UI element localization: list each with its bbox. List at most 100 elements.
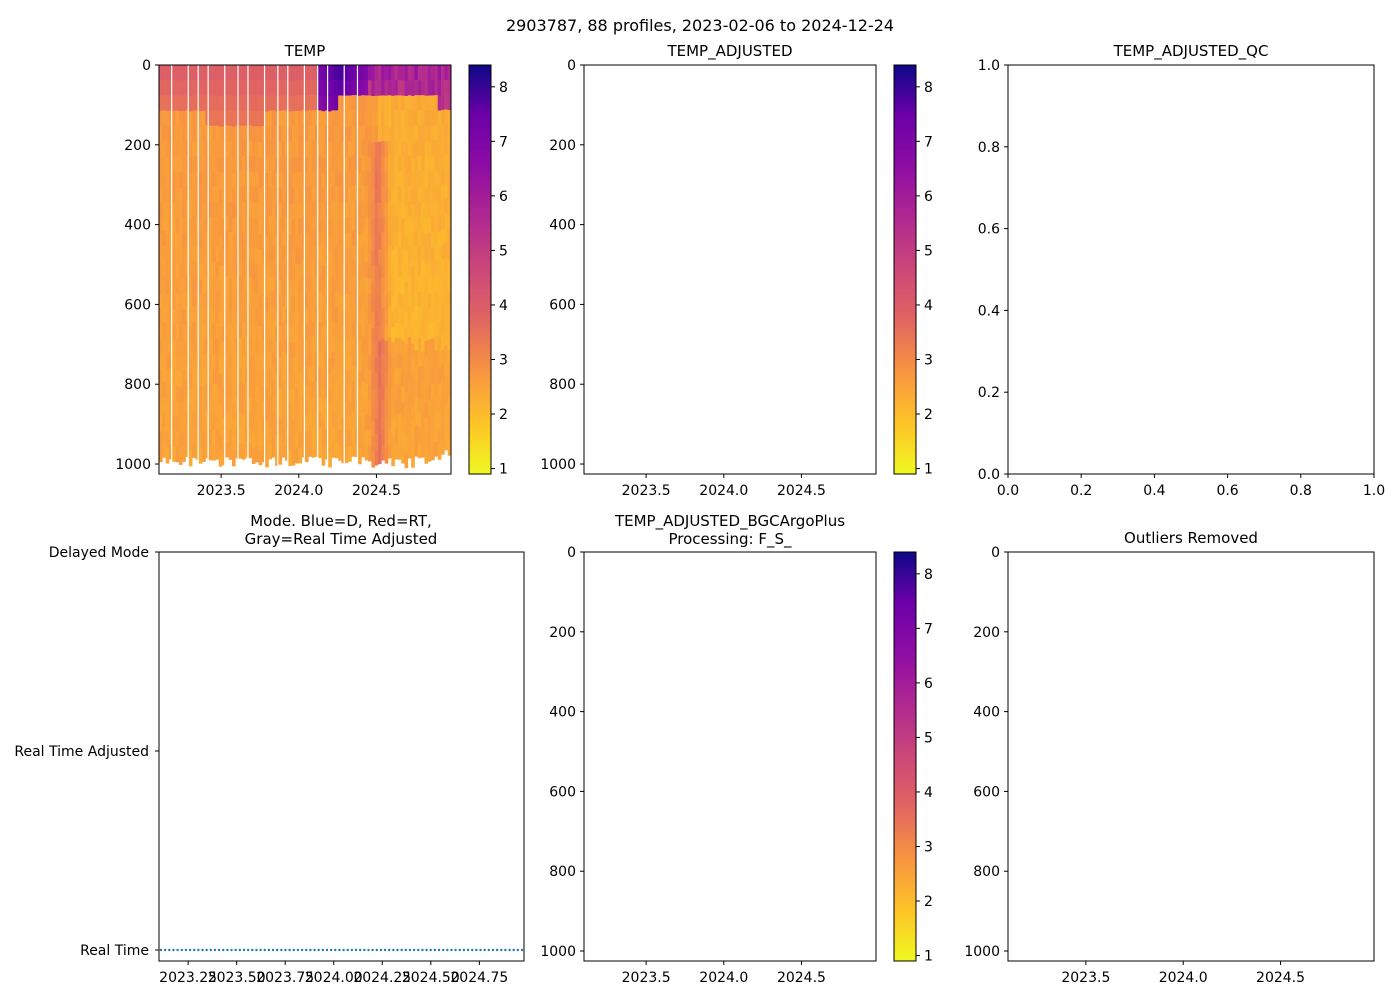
temp-heatmap-cell (444, 346, 448, 362)
temp-heatmap-cell (245, 215, 249, 232)
temp-heatmap-cell (437, 307, 442, 324)
temp-heatmap-cell (218, 389, 223, 405)
temp-heatmap-cell (192, 366, 196, 383)
temp-heatmap-cell (251, 111, 256, 127)
temp-heatmap-cell (215, 171, 220, 187)
temp-heatmap-cell (285, 201, 289, 218)
temp-heatmap-cell (281, 155, 286, 171)
temp-heatmap-cell (404, 126, 409, 143)
panel-temp-title: TEMP (284, 42, 326, 60)
temp-heatmap-cell (291, 342, 296, 358)
temp-heatmap-cell (212, 429, 216, 446)
temp-heatmap-cell (281, 321, 286, 337)
temp-heatmap-cell (397, 125, 402, 142)
temp-heatmap-cell (414, 320, 419, 337)
temp-heatmap-cell (338, 308, 342, 324)
temp-heatmap-cell (159, 202, 163, 218)
temp-heatmap-cell (241, 140, 246, 157)
temp-heatmap-cell (424, 95, 429, 112)
temp-heatmap-cell (351, 260, 356, 277)
temp-heatmap-cell (182, 171, 186, 188)
temp-heatmap-cell (215, 156, 220, 172)
temp-heatmap-cell (401, 95, 405, 112)
temp-heatmap-cell (427, 156, 432, 173)
temp-heatmap-cell (162, 65, 166, 81)
temp-heatmap-cell (218, 327, 223, 344)
temp-heatmap-cell (368, 80, 372, 96)
temp-heatmap-cell (172, 446, 176, 462)
temp-heatmap-cell (358, 433, 362, 449)
temp-heatmap-cell (172, 339, 176, 356)
temp-heatmap-cell (401, 141, 405, 158)
temp-heatmap-cell (364, 80, 369, 96)
temp-heatmap-cell (321, 419, 326, 435)
temp-heatmap-cell (328, 235, 332, 251)
mode-y-tick-label: Real Time Adjusted (14, 744, 149, 760)
temp-heatmap-cell (324, 277, 329, 293)
temp-heatmap-cell (407, 291, 412, 308)
temp-heatmap-cell (159, 156, 163, 173)
temp-heatmap-cell (285, 445, 289, 461)
temp-heatmap-cell (427, 339, 432, 355)
temp-heatmap-cell (447, 350, 451, 366)
temp-heatmap-cell (414, 65, 419, 81)
temp-heatmap-cell (341, 401, 346, 418)
temp-heatmap-cell (344, 431, 349, 448)
mode-point (375, 948, 378, 952)
temp-heatmap-cell (318, 185, 322, 202)
temp-heatmap-cell (251, 448, 256, 464)
temp-heatmap-cell (444, 139, 448, 155)
temp-heatmap-cell (351, 215, 356, 231)
temp-heatmap-cell (175, 202, 180, 218)
temp-heatmap-cell (232, 65, 236, 81)
temp-heatmap-cell (381, 217, 385, 233)
temp-heatmap-cell (288, 65, 293, 81)
temp-heatmap-cell (348, 65, 352, 81)
qc-x-tick-label: 0.0 (997, 483, 1019, 499)
temp-heatmap-cell (305, 309, 309, 325)
temp-heatmap-cell (285, 232, 289, 248)
temp-heatmap-cell (228, 383, 233, 400)
temp-heatmap-cell (404, 65, 409, 81)
temp-heatmap-cell (407, 352, 412, 368)
temp-heatmap-cell (321, 95, 326, 112)
temp-heatmap-cell (261, 95, 266, 112)
temp-heatmap-cell (361, 276, 366, 292)
temp-heatmap-cell (387, 397, 392, 414)
temp-heatmap-cell (215, 383, 220, 400)
temp-heatmap-cell (185, 185, 190, 201)
temp-heatmap-cell (341, 371, 346, 387)
temp-heatmap-cell (364, 65, 369, 81)
temp-heatmap-cell (291, 111, 296, 127)
temp-heatmap-cell (374, 357, 379, 374)
temp-heatmap-cell (407, 201, 412, 217)
temp-heatmap-cell (275, 419, 279, 436)
temp-heatmap-cell (175, 309, 180, 325)
temp-heatmap-cell (178, 172, 183, 189)
temp-heatmap-cell (361, 245, 366, 262)
temp-heatmap-cell (371, 80, 375, 97)
temp-heatmap-cell (391, 172, 395, 189)
temp-heatmap-cell (387, 322, 392, 338)
temp-heatmap-cell (159, 80, 163, 96)
temp-heatmap-cell (344, 217, 349, 234)
temp-heatmap-cell (414, 441, 419, 457)
temp-heatmap-cell (228, 216, 233, 233)
temp-heatmap-cell (378, 233, 382, 250)
temp-heatmap-cell (444, 435, 448, 451)
temp-heatmap-gap (263, 65, 266, 474)
temp-heatmap-cell (258, 387, 263, 404)
temp-heatmap-cell (202, 80, 206, 96)
temp-heatmap-cell (444, 301, 448, 318)
temp-heatmap-cell (331, 155, 336, 171)
temp-heatmap-cell (188, 450, 193, 467)
temp-heatmap-cell (361, 306, 366, 322)
temp-heatmap-cell (162, 442, 166, 458)
temp-heatmap-cell (182, 431, 186, 447)
temp-heatmap-cell (314, 305, 319, 322)
temp-heatmap-cell (351, 305, 356, 322)
temp-heatmap-cell (427, 110, 432, 127)
temp-heatmap-cell (368, 308, 372, 325)
temp-heatmap-cell (178, 310, 183, 327)
